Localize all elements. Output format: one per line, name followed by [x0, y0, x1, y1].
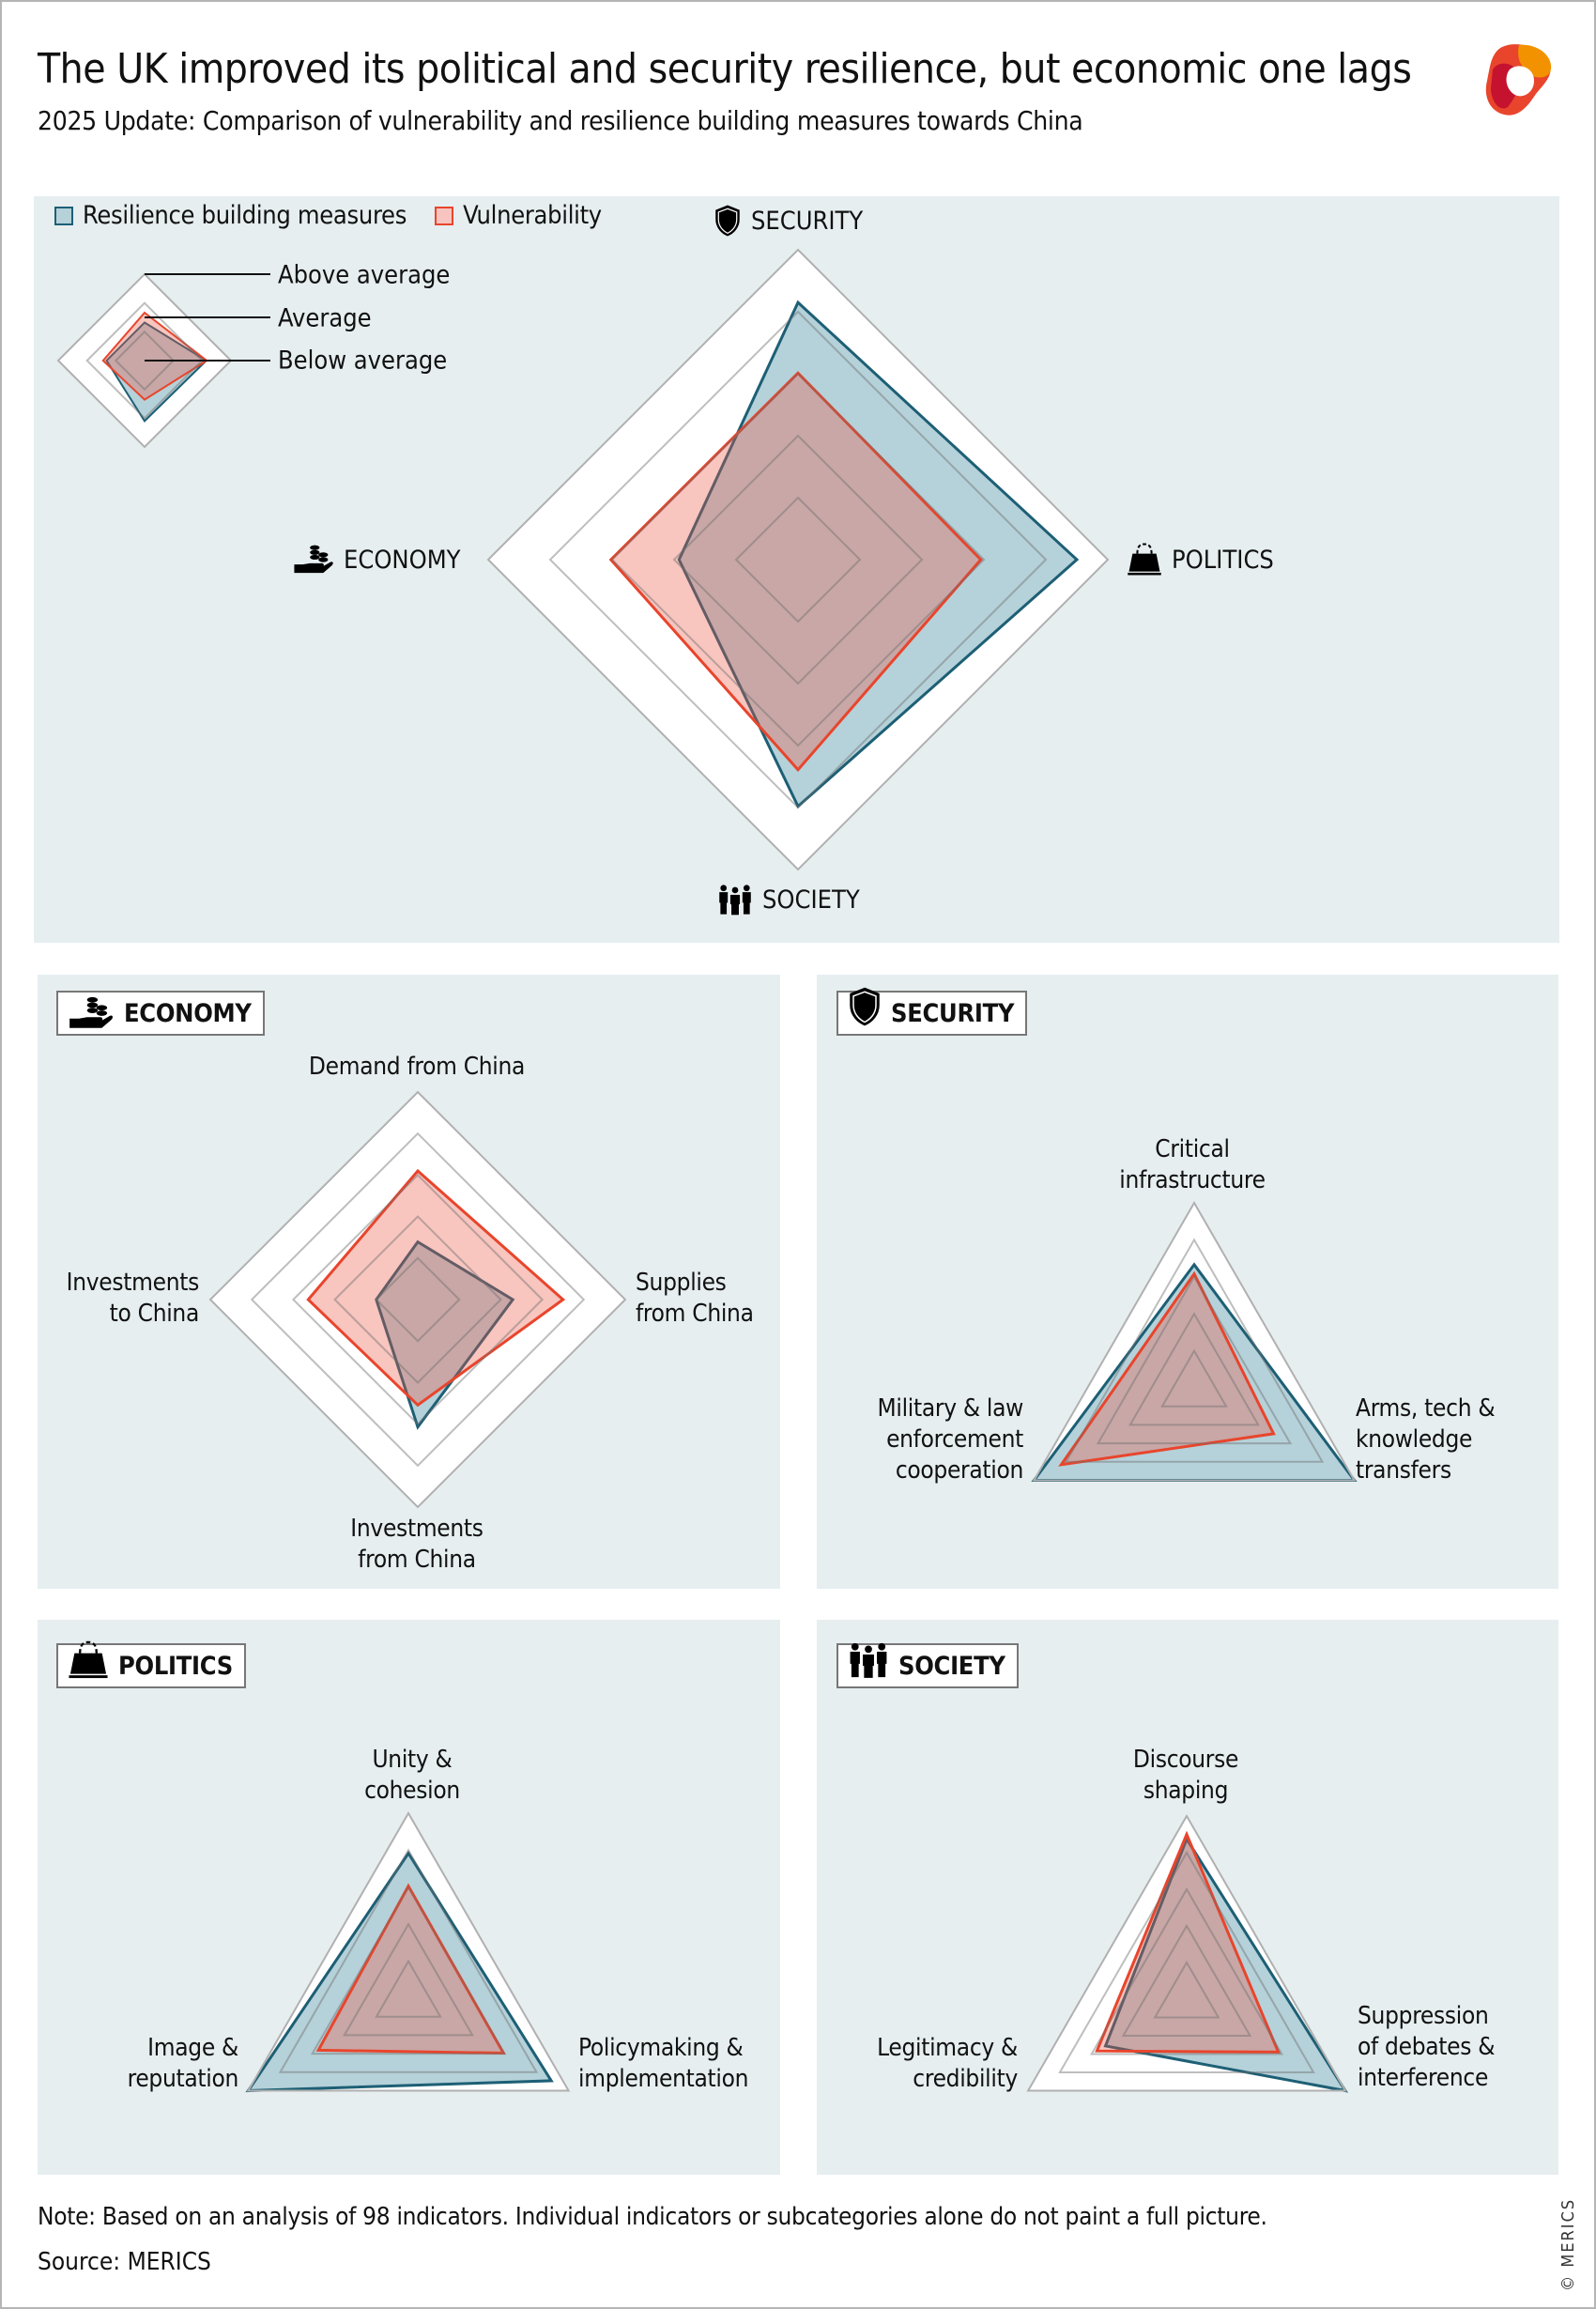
society-title: SOCIETY	[898, 1651, 1005, 1681]
economy-axis-investments-to: Investments to China	[66, 1269, 200, 1328]
politics-axis-policymaking: Policymaking & implementation	[578, 2034, 749, 2093]
shield-icon	[848, 987, 882, 1026]
overview-axis-security: SECURITY	[751, 206, 864, 236]
chart-title: The UK improved its political and securi…	[38, 45, 1412, 93]
politics-axis-unity: Unity & cohesion	[364, 1746, 460, 1805]
overview-axis-society: SOCIETY	[762, 885, 860, 915]
legend: Resilience building measures Vulnerabili…	[54, 201, 602, 230]
hand-coins-icon	[68, 994, 115, 1032]
security-panel	[817, 975, 1558, 1589]
legend-swatch-vulnerability	[435, 206, 454, 225]
economy-axis-demand: Demand from China	[308, 1053, 526, 1081]
scale-label-average: Average	[278, 303, 372, 333]
legend-label-vulnerability: Vulnerability	[463, 201, 602, 230]
overview-panel	[34, 196, 1559, 943]
security-axis-military: Military & law enforcement cooperation	[877, 1394, 1024, 1485]
politics-title: POLITICS	[118, 1651, 233, 1681]
ballot-bag-icon	[1127, 543, 1162, 577]
economy-title: ECONOMY	[124, 998, 252, 1028]
economy-axis-supplies: Supplies from China	[636, 1269, 754, 1328]
hand-coins-icon	[293, 543, 334, 577]
overview-axis-politics: POLITICS	[1172, 545, 1274, 575]
politics-title-box: POLITICS	[56, 1643, 246, 1688]
scale-label-above: Above average	[278, 260, 451, 290]
economy-title-box: ECONOMY	[56, 991, 265, 1036]
society-axis-suppression: Suppression of debates & interference	[1358, 2002, 1496, 2092]
overview-axis-economy: ECONOMY	[344, 545, 461, 575]
security-title: SECURITY	[891, 998, 1015, 1028]
people-icon	[848, 1640, 889, 1680]
people-icon	[717, 883, 753, 916]
merics-logo	[1485, 44, 1552, 115]
scale-label-below: Below average	[278, 346, 448, 376]
politics-axis-image: Image & reputation	[127, 2034, 239, 2093]
copyright: © MERICS	[1558, 2197, 1578, 2291]
security-title-box: SECURITY	[836, 991, 1028, 1036]
footnote: Note: Based on an analysis of 98 indicat…	[38, 2203, 1267, 2231]
economy-axis-investments-from: Investments from China	[350, 1515, 483, 1574]
security-axis-arms: Arms, tech & knowledge transfers	[1356, 1394, 1496, 1485]
society-title-box: SOCIETY	[836, 1643, 1019, 1688]
overview-label-economy: ECONOMY	[293, 543, 461, 577]
society-axis-discourse: Discourse shaping	[1132, 1746, 1239, 1805]
overview-label-society: SOCIETY	[717, 883, 860, 916]
ballot-bag-icon	[68, 1640, 109, 1680]
chart-subtitle: 2025 Update: Comparison of vulnerability…	[38, 105, 1083, 136]
society-axis-legitimacy: Legitimacy & credibility	[877, 2034, 1018, 2093]
shield-icon	[714, 205, 742, 237]
source: Source: MERICS	[38, 2248, 211, 2276]
security-axis-infrastructure: Critical infrastructure	[1119, 1135, 1266, 1194]
overview-label-politics: POLITICS	[1127, 543, 1274, 577]
legend-label-resilience: Resilience building measures	[83, 201, 407, 230]
legend-swatch-resilience	[54, 206, 73, 225]
overview-label-security: SECURITY	[714, 205, 863, 237]
